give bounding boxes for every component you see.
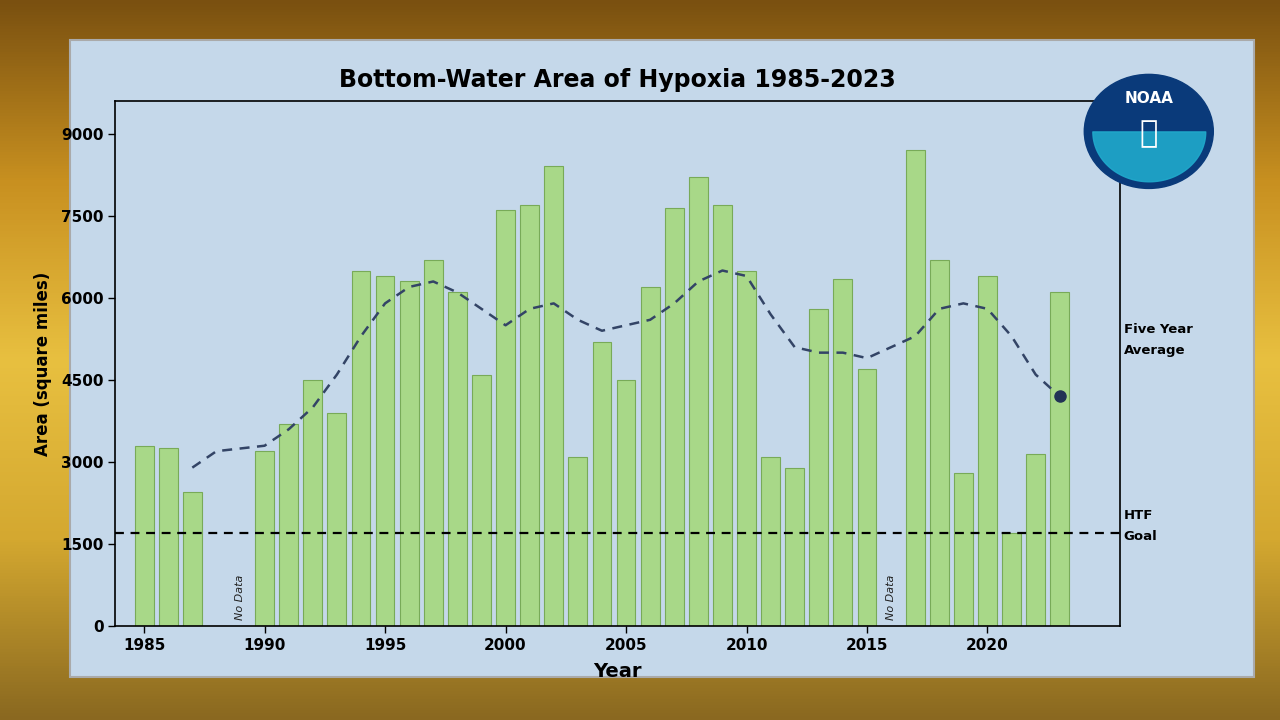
Bar (303, 380, 323, 626)
Bar (1027, 454, 1044, 626)
Bar (1051, 292, 1069, 626)
Title: Bottom-Water Area of Hypoxia 1985-2023: Bottom-Water Area of Hypoxia 1985-2023 (339, 68, 896, 92)
Bar (762, 456, 780, 626)
Bar (978, 276, 997, 626)
Bar (424, 260, 443, 626)
X-axis label: Year: Year (594, 662, 641, 680)
Text: No Data: No Data (886, 575, 896, 620)
Bar (159, 449, 178, 626)
Bar (399, 282, 419, 626)
Bar (328, 413, 347, 626)
Text: Goal: Goal (1124, 531, 1157, 544)
Bar (593, 342, 612, 626)
Bar (279, 424, 298, 626)
Bar (954, 473, 973, 626)
Text: NOAA: NOAA (1124, 91, 1174, 106)
Bar (520, 204, 539, 626)
Bar (134, 446, 154, 626)
Bar (809, 309, 828, 626)
Bar (617, 380, 635, 626)
Bar (544, 166, 563, 626)
Bar (641, 287, 659, 626)
Bar (352, 271, 370, 626)
Text: Five Year: Five Year (1124, 323, 1193, 336)
Bar (1002, 534, 1021, 626)
Circle shape (1084, 74, 1213, 189)
Bar (664, 207, 684, 626)
Bar (713, 204, 732, 626)
Bar (737, 271, 756, 626)
Bar (255, 451, 274, 626)
Bar (497, 210, 515, 626)
Bar (448, 292, 467, 626)
Bar (833, 279, 852, 626)
Y-axis label: Area (square miles): Area (square miles) (35, 271, 52, 456)
Bar (906, 150, 924, 626)
Text: No Data: No Data (236, 575, 246, 620)
Bar (183, 492, 202, 626)
Bar (858, 369, 877, 626)
Text: HTF: HTF (1124, 509, 1153, 522)
Text: Average: Average (1124, 344, 1185, 357)
Bar (929, 260, 948, 626)
Bar (689, 177, 708, 626)
Bar (568, 456, 588, 626)
Bar (786, 467, 804, 626)
Bar (472, 374, 490, 626)
Bar (375, 276, 394, 626)
Text: ⌒: ⌒ (1139, 120, 1158, 148)
